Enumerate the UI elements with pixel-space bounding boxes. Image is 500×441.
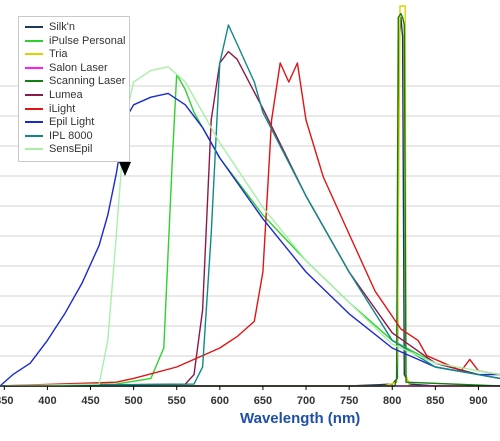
x-tick-label: 700 bbox=[297, 395, 315, 407]
x-tick-label: 450 bbox=[81, 395, 99, 407]
x-axis-title: Wavelength (nm) bbox=[240, 410, 361, 427]
legend-swatch bbox=[25, 66, 43, 69]
legend-swatch bbox=[25, 53, 43, 56]
x-tick-label: 350 bbox=[0, 395, 13, 407]
legend-label: Silk'n bbox=[49, 21, 75, 33]
legend-label: iPulse Personal bbox=[49, 34, 126, 47]
series-line-4 bbox=[0, 12, 500, 387]
series-line-8 bbox=[0, 24, 500, 387]
legend: Silk'n iPulse Personal Tria Salon Laser Scan… bbox=[18, 16, 130, 162]
legend-swatch bbox=[25, 134, 43, 137]
legend-swatch bbox=[25, 26, 43, 28]
legend-label: Lumea bbox=[49, 89, 83, 101]
grid-layer bbox=[0, 85, 500, 357]
legend-item: Silk'n bbox=[25, 21, 75, 33]
x-axis: 350 400 450 500 550 600 650 700 750 800 850 900 bbox=[0, 385, 500, 407]
legend-item: Tria bbox=[25, 48, 68, 60]
legend-item: Scanning Laser bbox=[25, 75, 125, 87]
legend-item: iLight bbox=[25, 103, 75, 115]
x-tick-label: 550 bbox=[168, 395, 186, 407]
legend-label: IPL 8000 bbox=[49, 129, 93, 142]
legend-item: Epil Light bbox=[25, 116, 94, 128]
legend-label: SensEpil bbox=[49, 143, 93, 156]
x-tick-label: 900 bbox=[469, 395, 487, 407]
legend-swatch bbox=[25, 121, 43, 124]
legend-item: SensEpil bbox=[25, 143, 92, 155]
legend-label: Epil Light bbox=[49, 116, 95, 129]
legend-swatch bbox=[25, 80, 43, 83]
legend-swatch bbox=[25, 148, 43, 151]
legend-label: Scanning Laser bbox=[49, 75, 126, 88]
series-line-2 bbox=[0, 5, 500, 387]
legend-swatch bbox=[25, 107, 43, 110]
legend-label: Tria bbox=[49, 48, 68, 61]
x-tick-label: 500 bbox=[124, 395, 142, 407]
x-tick-label: 800 bbox=[383, 395, 401, 407]
series-line-7 bbox=[0, 92, 500, 387]
legend-item: IPL 8000 bbox=[25, 130, 93, 142]
series-line-5 bbox=[0, 50, 500, 387]
legend-swatch bbox=[25, 94, 43, 96]
legend-label: Salon Laser bbox=[49, 61, 108, 74]
legend-item: Lumea bbox=[25, 89, 83, 101]
series-line-6 bbox=[0, 62, 500, 387]
x-tick-label: 650 bbox=[254, 395, 272, 407]
series-line-9 bbox=[0, 66, 500, 387]
legend-swatch bbox=[25, 39, 43, 42]
legend-item: iPulse Personal bbox=[25, 35, 125, 47]
legend-label: iLight bbox=[49, 102, 76, 115]
x-tick-label: 400 bbox=[38, 395, 56, 407]
x-tick-label: 600 bbox=[211, 395, 229, 407]
x-tick-label: 850 bbox=[426, 395, 444, 407]
x-tick-label: 750 bbox=[340, 395, 358, 407]
legend-item: Salon Laser bbox=[25, 62, 108, 74]
